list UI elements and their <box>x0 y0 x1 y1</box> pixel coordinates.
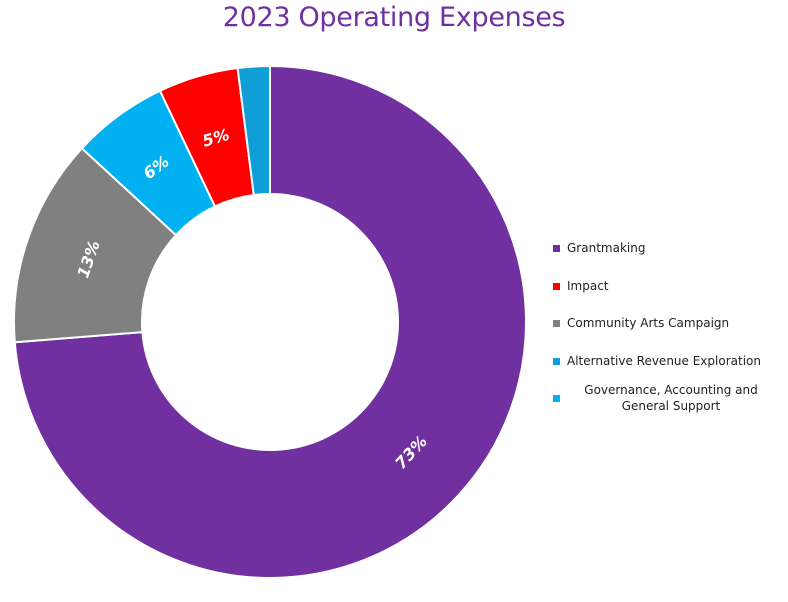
donut-slice-alternative-revenue-exploration[interactable] <box>236 64 271 197</box>
legend-label: Community Arts Campaign <box>567 316 730 330</box>
legend-swatch <box>553 357 560 365</box>
legend-swatch <box>553 244 560 252</box>
legend-swatch <box>553 282 560 290</box>
legend-item-alternative-revenue-exploration[interactable]: Alternative Revenue Exploration <box>553 353 781 369</box>
chart-title: 2023 Operating Expenses <box>222 2 566 33</box>
legend-item-impact[interactable]: Impact <box>553 278 781 294</box>
legend-label: Impact <box>567 279 609 293</box>
legend-label: Alternative Revenue Exploration <box>567 354 761 368</box>
legend-swatch <box>553 319 560 327</box>
legend-label: Grantmaking <box>567 241 646 255</box>
donut-slices <box>13 64 527 579</box>
legend-label: Governance, Accounting and General Suppo… <box>584 383 758 413</box>
legend-item-governance-accounting-general-support[interactable]: Governance, Accounting and General Suppo… <box>553 382 781 414</box>
donut-slice-grantmaking[interactable] <box>13 64 527 579</box>
legend-swatch <box>553 394 560 402</box>
legend-item-grantmaking[interactable]: Grantmaking <box>553 240 781 256</box>
legend-item-community-arts-campaign[interactable]: Community Arts Campaign <box>553 315 781 331</box>
